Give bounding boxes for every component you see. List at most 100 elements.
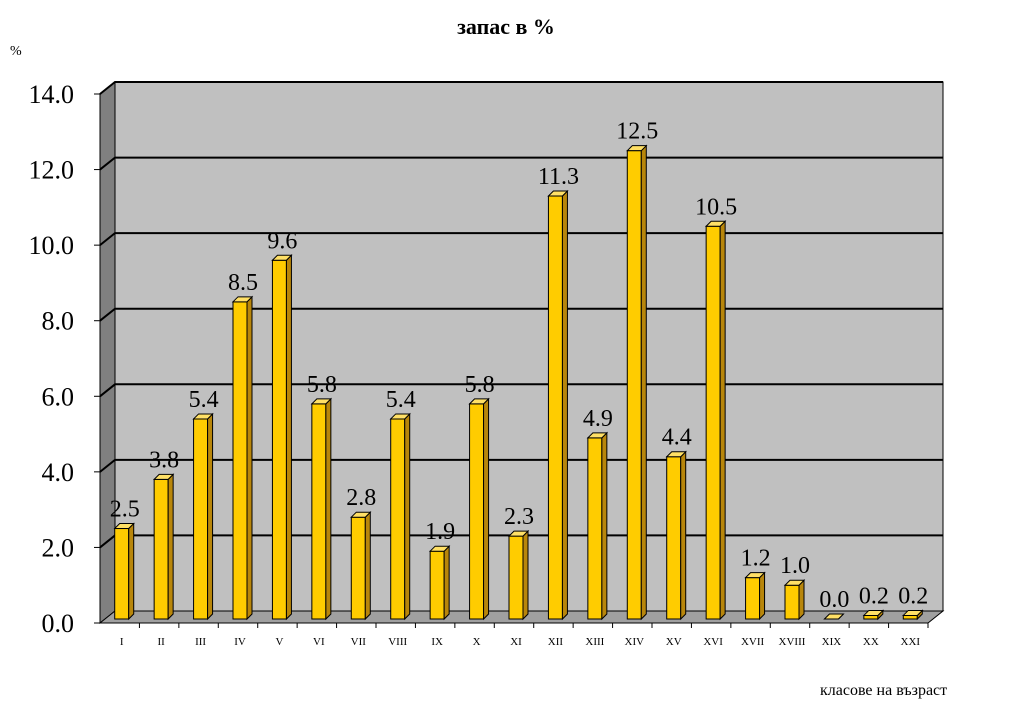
gridline — [99, 383, 943, 398]
data-label: 11.3 — [538, 164, 579, 190]
y-tick-label: 2.0 — [42, 533, 75, 562]
bar-side — [443, 545, 450, 621]
bar — [153, 478, 169, 620]
data-label: 5.4 — [189, 387, 219, 413]
x-tick-label: IV — [234, 636, 246, 648]
bar-side — [285, 254, 292, 621]
data-label: 4.9 — [583, 406, 613, 432]
x-axis-title: класове на възраст — [820, 682, 948, 699]
data-label: 0.2 — [898, 583, 928, 609]
bar — [271, 259, 287, 620]
y-tick-label: 0.0 — [42, 609, 75, 638]
x-tick-label: X — [473, 636, 481, 648]
x-tick-label: XI — [510, 636, 522, 648]
bar — [902, 614, 918, 620]
bar — [626, 150, 642, 620]
x-tick-label: IX — [431, 636, 443, 648]
bar — [390, 418, 406, 620]
bar-top — [547, 190, 569, 197]
data-label: 2.8 — [346, 485, 376, 511]
bar-top — [350, 511, 372, 518]
x-tick-label: XVIII — [779, 636, 806, 648]
bar-side — [246, 295, 253, 621]
bar — [350, 516, 366, 620]
chart-title: запас в % — [457, 14, 555, 39]
data-label: 2.5 — [110, 497, 140, 523]
y-tick-label: 6.0 — [42, 382, 75, 411]
bar-top — [152, 473, 175, 480]
data-label: 8.5 — [228, 270, 258, 296]
bar-top — [783, 579, 806, 586]
data-label: 5.8 — [465, 372, 495, 398]
x-tick-label: V — [275, 636, 283, 648]
y-axis-unit-label: % — [10, 44, 22, 59]
x-tick-label: XII — [548, 636, 564, 648]
x-tick-label: XVI — [703, 636, 723, 648]
gridline — [99, 232, 943, 246]
bar-side — [483, 397, 490, 621]
x-tick-label: I — [120, 636, 124, 648]
bar — [745, 577, 761, 620]
y-tick-label: 12.0 — [29, 156, 75, 185]
bar-side — [759, 571, 766, 621]
bar-side — [404, 412, 411, 621]
bar-side — [640, 144, 647, 621]
y-tick-label: 10.0 — [29, 231, 75, 260]
x-tick-label: VII — [351, 636, 367, 648]
bar-side — [207, 412, 214, 621]
y-tick-label: 14.0 — [29, 80, 75, 109]
bar-side — [680, 450, 687, 621]
bar-top — [823, 613, 845, 620]
data-label: 2.3 — [504, 504, 534, 530]
bar-top — [389, 413, 411, 420]
bar-top — [271, 254, 293, 261]
bar-top — [428, 545, 451, 552]
data-label: 1.2 — [741, 546, 771, 572]
bar — [193, 418, 209, 620]
gridline — [99, 81, 943, 95]
bar — [705, 225, 721, 620]
bar-top — [192, 413, 214, 420]
bar-top — [665, 451, 687, 458]
bar-side — [601, 431, 608, 621]
data-label: 12.5 — [616, 119, 658, 145]
gridline — [99, 307, 943, 322]
bar-top — [113, 523, 135, 530]
x-tick-label: II — [157, 636, 165, 648]
bar — [784, 584, 800, 620]
bar-top — [310, 398, 333, 405]
bar — [311, 403, 327, 620]
bar-top — [231, 296, 254, 303]
bar-top — [507, 530, 530, 537]
bar-side — [325, 397, 332, 621]
data-label: 4.4 — [662, 425, 692, 451]
bar — [508, 535, 524, 620]
bar-side — [561, 189, 568, 621]
bar-side — [719, 220, 726, 621]
x-tick-label: XV — [666, 636, 682, 648]
bar — [469, 403, 485, 620]
bar-top — [704, 220, 727, 227]
bar-side — [798, 579, 805, 621]
bar — [232, 301, 248, 620]
y-tick-label: 4.0 — [42, 458, 75, 487]
x-tick-label: XXI — [901, 636, 921, 648]
x-tick-label: XIV — [625, 636, 645, 648]
x-tick-label: III — [195, 636, 206, 648]
data-label: 9.6 — [267, 228, 297, 254]
x-tick-label: XVII — [741, 636, 765, 648]
bar — [114, 528, 130, 620]
bar-top — [626, 145, 648, 152]
bar-top — [586, 432, 609, 439]
bar-side — [364, 510, 371, 621]
x-tick-label: XIII — [585, 636, 604, 648]
bar — [587, 437, 603, 620]
bar — [863, 614, 879, 620]
data-label: 5.8 — [307, 372, 337, 398]
x-tick-label: VI — [313, 636, 325, 648]
bar-top — [902, 609, 924, 616]
data-label: 3.8 — [149, 447, 179, 473]
x-tick-label: VIII — [388, 636, 407, 648]
bar-side — [522, 529, 529, 621]
